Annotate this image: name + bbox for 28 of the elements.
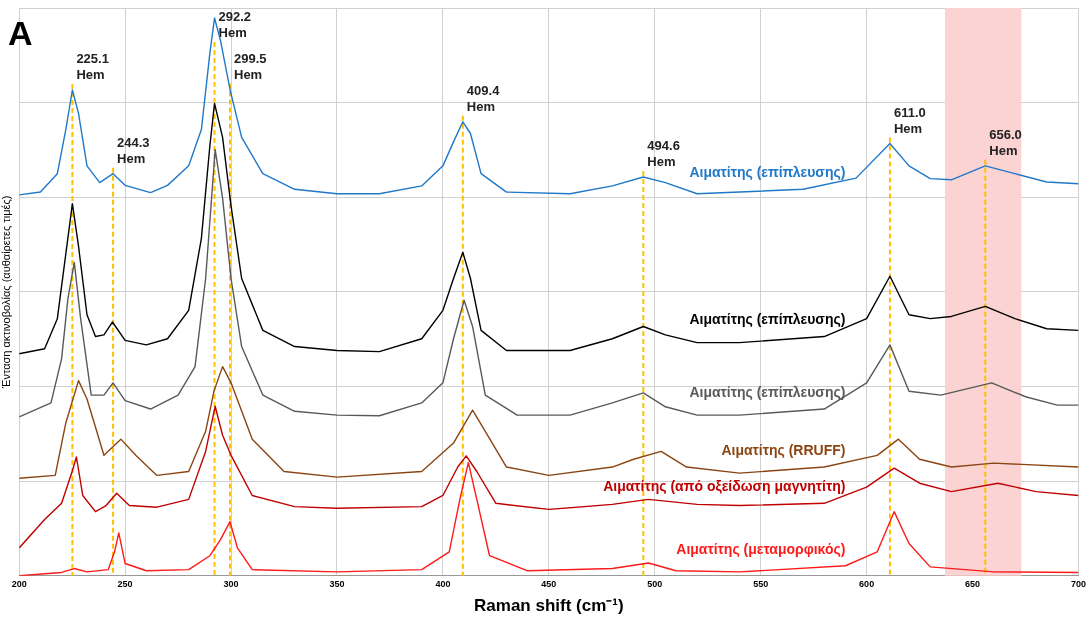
series-label: Αιματίτης (επίπλευσης) [689, 383, 846, 400]
x-tick-label: 200 [11, 578, 27, 589]
ref-line-label: 225.1 Hem [76, 51, 109, 83]
x-tick-label: 550 [753, 578, 769, 589]
x-tick-label: 350 [329, 578, 345, 589]
chart-title: A [8, 14, 33, 53]
x-tick-label: 650 [965, 578, 981, 589]
ref-line-label: 292.2 Hem [218, 9, 252, 41]
series-label: Αιματίτης (επίπλευσης) [689, 164, 846, 181]
series-label: Αιματίτης (επίπλευσης) [689, 311, 846, 328]
series-label: Αιματίτης (RRUFF) [721, 441, 846, 458]
ref-line-label: 611.0 Hem [893, 104, 926, 136]
x-axis-title: Raman shift (cm⁻¹) [474, 596, 624, 616]
x-tick-label: 450 [541, 578, 557, 589]
ref-line-label: 656.0 Hem [989, 126, 1022, 158]
x-tick-label: 600 [859, 578, 875, 589]
ref-line-label: 244.3 Hem [117, 134, 150, 166]
x-tick-label: 300 [223, 578, 239, 589]
x-tick-label: 500 [647, 578, 663, 589]
x-tick-label: 250 [117, 578, 133, 589]
ref-line-label: 494.6 Hem [647, 138, 680, 170]
x-tick-label: 400 [435, 578, 451, 589]
ref-line-label: 299.5 Hem [234, 50, 267, 82]
x-tick-label: 700 [1070, 578, 1087, 589]
y-axis-title: Ένταση ακτινοβολίας (αυθαίρετες τιμές) [0, 195, 12, 390]
series-label: Αιματίτης (από οξείδωση μαγνητίτη) [603, 478, 846, 495]
series-label: Αιματίτης (μεταμορφικός) [676, 540, 846, 557]
ref-line-label: 409.4 Hem [466, 82, 501, 114]
